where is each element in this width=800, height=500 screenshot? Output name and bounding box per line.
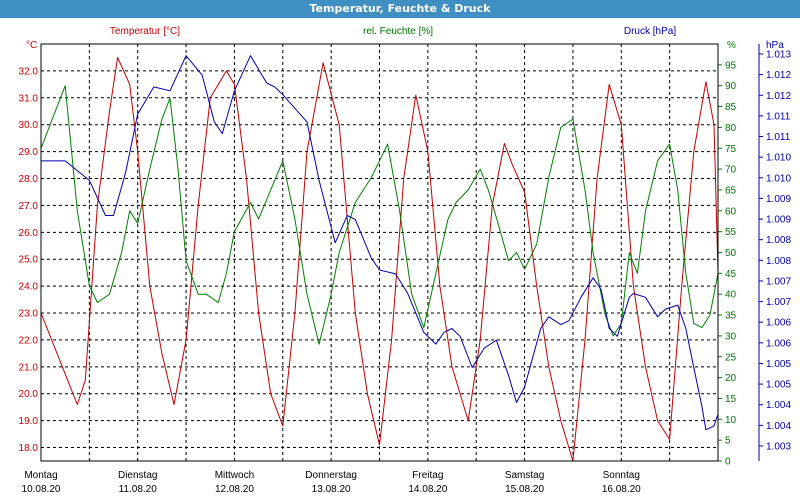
tick-pressure: 1.012 [766, 91, 791, 102]
weather-chart: °C % hPa Temperatur [°C] rel. Feuchte [%… [19, 26, 792, 495]
tick-pressure: 1.010 [766, 153, 791, 164]
tick-humidity: 20 [725, 373, 737, 384]
tick-temperature: 31.0 [19, 93, 39, 104]
tick-pressure: 1.003 [766, 442, 791, 453]
temperature-unit: °C [26, 40, 37, 51]
tick-humidity: 35 [725, 311, 737, 322]
tick-pressure: 1.008 [766, 256, 791, 267]
series-pressure [41, 55, 719, 431]
tick-temperature: 27.0 [19, 201, 39, 212]
tick-temperature: 19.0 [19, 416, 39, 427]
tick-humidity: 45 [725, 269, 737, 280]
tick-date: 13.08.20 [312, 484, 351, 495]
tick-pressure: 1.004 [766, 400, 791, 411]
tick-humidity: 50 [725, 248, 737, 259]
tick-day: Samstag [505, 470, 544, 481]
tick-humidity: 85 [725, 102, 737, 113]
tick-pressure: 1.007 [766, 297, 791, 308]
tick-day: Mittwoch [215, 470, 254, 481]
tick-day: Sonntag [603, 470, 640, 481]
tick-temperature: 25.0 [19, 255, 39, 266]
series-humidity [40, 85, 719, 345]
tick-humidity: 55 [725, 227, 737, 238]
tick-humidity: 25 [725, 352, 737, 363]
tick-temperature: 32.0 [19, 66, 39, 77]
tick-humidity: 90 [725, 81, 737, 92]
tick-day: Dienstag [118, 470, 157, 481]
tick-pressure: 1.005 [766, 359, 791, 370]
plot-frame [40, 43, 719, 462]
legend-pressure: Druck [hPa] [624, 26, 676, 37]
tick-pressure: 1.010 [766, 173, 791, 184]
tick-day: Montag [24, 470, 57, 481]
tick-temperature: 21.0 [19, 362, 39, 373]
tick-date: 10.08.20 [22, 484, 61, 495]
time-axis: Montag 10.08.20 Dienstag 11.08.20 Mittwoch 12… [22, 470, 642, 495]
tick-pressure: 1.006 [766, 318, 791, 329]
tick-pressure: 1.011 [766, 132, 791, 143]
tick-date: 12.08.20 [215, 484, 254, 495]
tick-day: Freitag [412, 470, 443, 481]
tick-pressure: 1.011 [766, 111, 791, 122]
tick-pressure: 1.012 [766, 70, 791, 81]
tick-date: 15.08.20 [505, 484, 544, 495]
tick-pressure: 1.008 [766, 235, 791, 246]
grid [41, 44, 718, 461]
tick-humidity: 30 [725, 331, 737, 342]
tick-humidity: 0 [725, 457, 731, 468]
tick-humidity: 80 [725, 123, 737, 134]
tick-humidity: 65 [725, 185, 737, 196]
tick-temperature: 22.0 [19, 335, 39, 346]
pressure-axis: 1.003 1.004 1.004 1.005 1.005 1.006 1.006 1.007… [758, 44, 791, 461]
temperature-axis: 18.0 19.0 20.0 21.0 22.0 23.0 24.0 25.0 26.0 27.0… [19, 66, 39, 454]
tick-temperature: 29.0 [19, 147, 39, 158]
tick-day: Donnerstag [305, 470, 357, 481]
tick-temperature: 30.0 [19, 120, 39, 131]
humidity-unit: % [727, 40, 736, 51]
series-temperature [40, 57, 719, 462]
tick-humidity: 70 [725, 165, 737, 176]
tick-humidity: 60 [725, 206, 737, 217]
tick-pressure: 1.005 [766, 380, 791, 391]
tick-temperature: 18.0 [19, 443, 39, 454]
tick-humidity: 15 [725, 394, 737, 405]
humidity-axis: 0 5 10 15 20 25 30 35 40 45 50 55 60 65 70 75 80 85 90 95 [717, 44, 737, 468]
tick-humidity: 95 [725, 60, 737, 71]
tick-pressure: 1.004 [766, 421, 791, 432]
tick-date: 14.08.20 [408, 484, 447, 495]
tick-humidity: 75 [725, 144, 737, 155]
tick-date: 16.08.20 [602, 484, 641, 495]
tick-temperature: 28.0 [19, 174, 39, 185]
legend-temperature: Temperatur [°C] [110, 26, 180, 37]
tick-temperature: 26.0 [19, 228, 39, 239]
legend-humidity: rel. Feuchte [%] [363, 26, 433, 37]
tick-temperature: 23.0 [19, 309, 39, 320]
pressure-unit: hPa [766, 40, 784, 51]
tick-pressure: 1.009 [766, 194, 791, 205]
tick-pressure: 1.007 [766, 276, 791, 287]
tick-humidity: 5 [725, 436, 731, 447]
tick-pressure: 1.013 [766, 50, 791, 61]
tick-pressure: 1.009 [766, 215, 791, 226]
tick-date: 11.08.20 [119, 484, 158, 495]
window-title: Temperatur, Feuchte & Druck [0, 0, 800, 18]
tick-humidity: 40 [725, 290, 737, 301]
tick-pressure: 1.006 [766, 338, 791, 349]
series-lines [40, 55, 719, 462]
tick-temperature: 20.0 [19, 389, 39, 400]
tick-temperature: 24.0 [19, 282, 39, 293]
tick-humidity: 10 [725, 415, 737, 426]
